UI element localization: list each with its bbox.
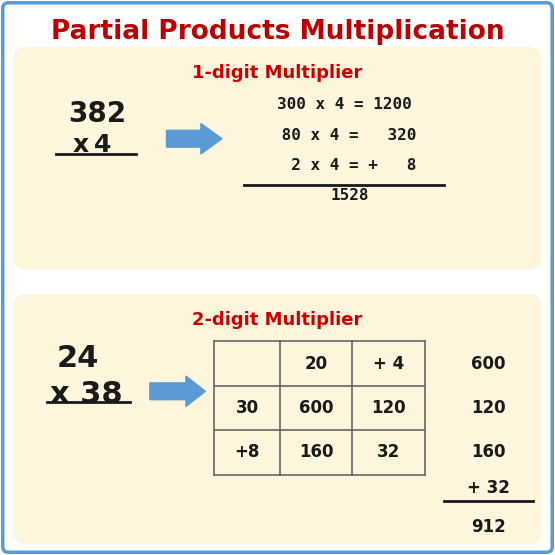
Text: 24: 24 [57,344,99,373]
Polygon shape [150,376,205,407]
Text: 1-digit Multiplier: 1-digit Multiplier [193,64,362,82]
Text: 4: 4 [94,133,112,157]
Text: x 38: x 38 [50,380,123,409]
Text: 912: 912 [471,518,506,536]
Text: 300 x 4 = 1200: 300 x 4 = 1200 [277,97,411,112]
Text: 80 x 4 =   320: 80 x 4 = 320 [272,128,416,143]
FancyBboxPatch shape [3,3,552,552]
Text: Partial Products Multiplication: Partial Products Multiplication [51,19,504,46]
Text: +8: +8 [234,443,260,461]
FancyBboxPatch shape [14,47,541,269]
Text: 20: 20 [305,355,328,372]
Text: 1528: 1528 [330,188,369,203]
Text: 120: 120 [471,399,506,417]
Text: 30: 30 [235,399,259,417]
Text: x: x [72,133,88,157]
Text: 160: 160 [299,443,334,461]
Text: 600: 600 [471,355,506,372]
FancyBboxPatch shape [14,294,541,544]
Polygon shape [166,124,222,154]
Text: 382: 382 [68,100,126,128]
Text: + 32: + 32 [467,480,510,497]
Text: 2-digit Multiplier: 2-digit Multiplier [193,311,362,329]
Text: 32: 32 [377,443,400,461]
Text: 2 x 4 = +   8: 2 x 4 = + 8 [272,158,416,173]
Text: 160: 160 [471,443,506,461]
Text: 120: 120 [371,399,406,417]
Text: 600: 600 [299,399,334,417]
Text: + 4: + 4 [373,355,404,372]
